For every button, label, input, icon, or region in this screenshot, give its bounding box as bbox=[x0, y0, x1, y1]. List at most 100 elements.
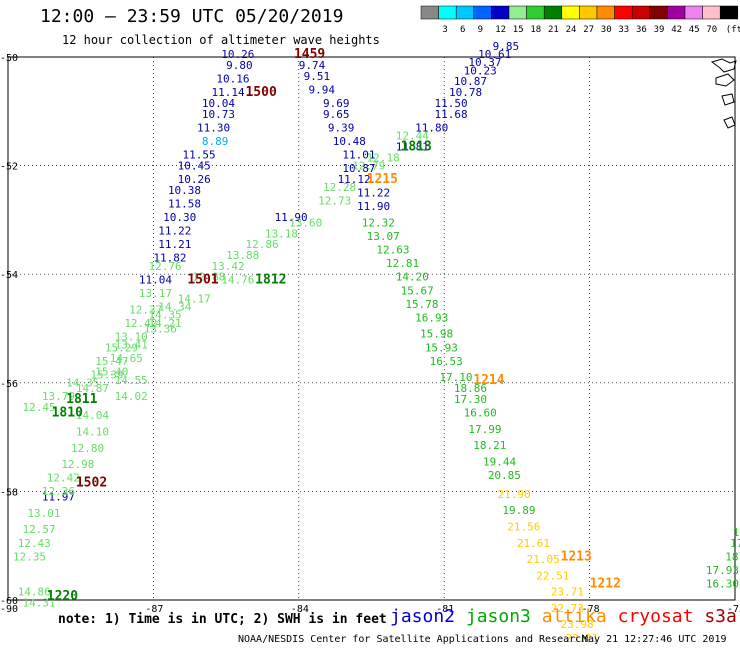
wave-height-label: 12.43 bbox=[18, 537, 51, 550]
y-tick-label: -50 bbox=[0, 53, 18, 64]
wave-height-label: 13.10 bbox=[115, 330, 148, 343]
wave-height-label: 10.78 bbox=[449, 86, 482, 99]
wave-height-label: 13.07 bbox=[367, 230, 400, 243]
color-swatch bbox=[596, 5, 615, 20]
wave-height-label: 13.88 bbox=[226, 249, 259, 262]
axis-ticks: -90 -87 -84 -81 -78 -75 -50 -52 -54 -56 -58 -60 bbox=[0, 53, 740, 615]
wave-height-label: 23.21 bbox=[565, 632, 598, 645]
wave-height-label: 9.69 bbox=[323, 97, 350, 110]
color-scale-label: 12 bbox=[495, 25, 506, 35]
wave-height-label: 10.37 bbox=[468, 56, 501, 69]
wave-height-label: 14.55 bbox=[115, 374, 148, 387]
wave-height-label: 23.71 bbox=[551, 586, 584, 599]
wave-height-label: 9.39 bbox=[328, 121, 355, 134]
wave-height-label: 13.79 bbox=[42, 390, 75, 403]
chart-subtitle: 12 hour collection of altimeter wave hei… bbox=[62, 33, 380, 47]
wave-height-label: 9.65 bbox=[323, 108, 350, 121]
coastline-outline bbox=[723, 116, 736, 129]
legend-s3a: s3a bbox=[704, 606, 737, 627]
wave-height-label: 10.23 bbox=[464, 64, 497, 77]
wave-height-label: 9.51 bbox=[304, 70, 331, 83]
wave-height-label: 16.60 bbox=[464, 406, 497, 419]
wave-height-label: 14.31 bbox=[23, 597, 56, 610]
color-swatch bbox=[438, 5, 457, 20]
wave-height-label: 12.88 bbox=[192, 271, 225, 284]
wave-height-label: 10.04 bbox=[202, 97, 235, 110]
wave-height-label: 16.53 bbox=[430, 355, 463, 368]
time-label: 1213 bbox=[561, 549, 592, 564]
y-tick-label: -60 bbox=[0, 596, 18, 607]
color-swatch bbox=[649, 5, 668, 20]
y-tick-label: -52 bbox=[0, 162, 18, 173]
wave-height-label: 11.58 bbox=[168, 197, 201, 210]
wave-height-label: 15.47 bbox=[95, 355, 128, 368]
wave-height-label: 12.57 bbox=[23, 523, 56, 536]
timestamp-text: May 21 12:27:46 UTC 2019 bbox=[582, 634, 727, 645]
wave-height-label: 11.55 bbox=[182, 149, 215, 162]
footer-note: note: 1) Time is in UTC; 2) SWH is in fe… bbox=[58, 612, 387, 627]
wave-height-label: 12.45 bbox=[23, 401, 56, 414]
wave-height-label: 10.38 bbox=[168, 184, 201, 197]
wave-height-label: 15.98 bbox=[420, 328, 453, 341]
coastline-shape bbox=[710, 58, 737, 129]
wave-height-label: 12.98 bbox=[61, 458, 94, 471]
wave-height-label: 14.04 bbox=[76, 409, 109, 422]
color-swatch bbox=[684, 5, 703, 20]
wave-height-label: 14.17 bbox=[178, 292, 211, 305]
credit-text: NOAA/NESDIS Center for Satellite Applica… bbox=[238, 634, 588, 645]
color-swatch bbox=[719, 5, 739, 20]
wave-height-label: 14.76 bbox=[221, 273, 254, 286]
wave-height-label: 16.93 bbox=[415, 311, 448, 324]
wave-height-label: 12.37 bbox=[129, 303, 162, 316]
x-tick-label: -90 bbox=[0, 604, 18, 615]
color-scale-label: 36 bbox=[636, 25, 647, 35]
color-scale-label: 39 bbox=[654, 25, 665, 35]
color-scale-label: 33 bbox=[618, 25, 629, 35]
wave-height-label: 9.85 bbox=[493, 40, 519, 53]
wave-height-label: 10.45 bbox=[178, 159, 211, 172]
time-label: 1214 bbox=[473, 373, 504, 388]
wave-height-label: 11.04 bbox=[139, 273, 172, 286]
wave-height-label: 12.73 bbox=[318, 195, 351, 208]
wave-height-label: 11.90 bbox=[357, 200, 390, 213]
color-swatch bbox=[614, 5, 633, 20]
wave-height-label: 16.30 bbox=[706, 578, 739, 591]
wave-height-label: 15.29 bbox=[105, 341, 138, 354]
wave-height-label: 14.34 bbox=[158, 301, 191, 314]
legend-altika: altika bbox=[541, 606, 607, 627]
wave-height-label: 10.87 bbox=[342, 162, 375, 175]
color-swatch bbox=[543, 5, 563, 20]
wave-height-label: 22.51 bbox=[536, 569, 569, 582]
wave-height-label: 14.02 bbox=[115, 390, 148, 403]
wave-height-label: 21.90 bbox=[498, 488, 531, 501]
wave-height-label: 13.42 bbox=[212, 260, 245, 273]
wave-height-label: 8.89 bbox=[202, 135, 229, 148]
y-tick-label: -58 bbox=[0, 487, 18, 498]
wave-height-label: 15.40 bbox=[95, 366, 128, 379]
color-swatch bbox=[455, 5, 475, 20]
wave-height-label: 12.79 bbox=[352, 159, 385, 172]
wave-height-label: 11.21 bbox=[158, 238, 191, 251]
wave-height-label: 17. bbox=[730, 537, 740, 550]
x-tick-label: -81 bbox=[436, 604, 454, 615]
wave-height-label: 14.10 bbox=[76, 425, 109, 438]
wave-height-label: 11.80 bbox=[415, 121, 448, 134]
color-swatch bbox=[420, 5, 439, 20]
color-scale-label: 70 bbox=[706, 25, 717, 35]
color-swatch bbox=[702, 5, 721, 20]
wave-height-label: 13.60 bbox=[289, 216, 322, 229]
x-tick-label: -78 bbox=[582, 604, 600, 615]
legend-cryosat: cryosat bbox=[617, 606, 694, 627]
wave-height-label: 12.63 bbox=[376, 244, 409, 257]
color-scale-label: 24 bbox=[566, 25, 577, 35]
color-scale-label: 21 bbox=[548, 25, 559, 35]
wave-height-label: 12.36 bbox=[42, 485, 75, 498]
color-swatch bbox=[491, 5, 510, 20]
wave-height-label: 14.65 bbox=[110, 352, 143, 365]
wave-height-label: 15.67 bbox=[401, 284, 434, 297]
wave-height-label: 14.35 bbox=[149, 309, 182, 322]
coastline-outline bbox=[710, 58, 737, 73]
wave-height-label: 12.35 bbox=[13, 550, 46, 563]
